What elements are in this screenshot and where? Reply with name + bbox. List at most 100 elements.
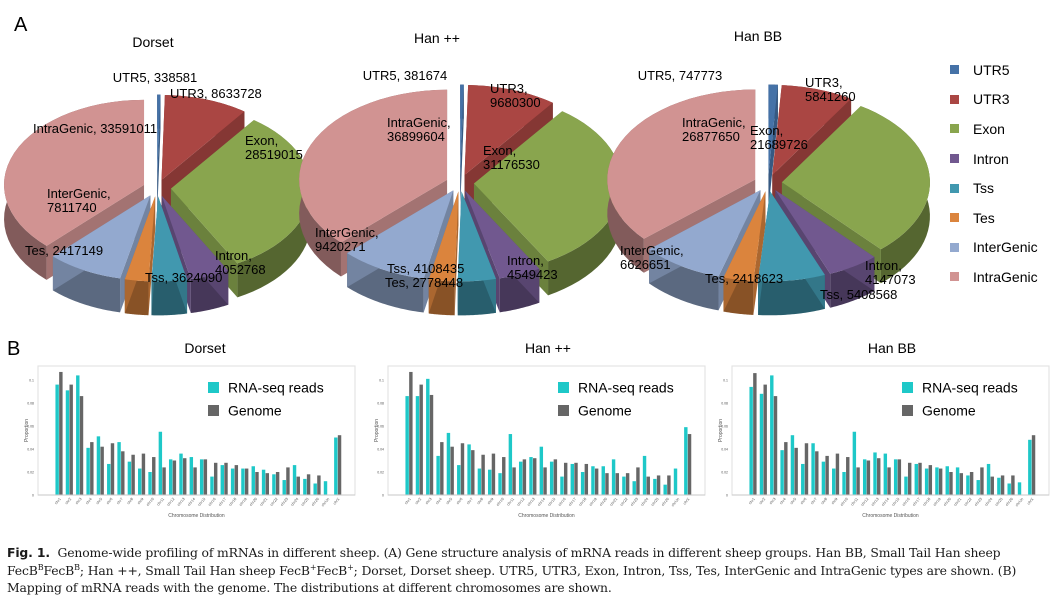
legend-item-tes: Tes [950,203,1038,233]
legend-label: Intron [973,150,1009,167]
legend-label: UTR5 [973,61,1010,78]
x-tick-label: chr17 [912,497,921,507]
x-tick-label: chr3 [425,497,433,505]
bar-genome-chr6 [110,443,115,495]
y-tick-label: 0 [32,494,34,498]
bar-rna-seq-chr13 [179,453,183,495]
bar-rna-seq-chr26 [1007,483,1011,495]
legend-swatch [950,65,959,75]
bar-rna-seq-chr16 [904,476,908,495]
legend-label: Genome [228,403,282,419]
bar-genome-chr19 [244,468,249,495]
x-tick-label: chr11 [506,497,515,507]
bar-rna-seq-chr2 [759,393,764,495]
bar-rna-seq-chr9 [138,468,142,495]
pie-data-label: Tss, 5408568 [820,287,897,302]
bar-rna-seq-chr1 [749,386,753,495]
x-tick-label: chr18 [922,497,931,507]
y-tick-label: 0.06 [27,425,34,429]
bar-rna-seq-chr20 [251,466,255,495]
x-tick-label: chrX [333,497,341,506]
bar-genome-chr12 [866,460,871,495]
y-tick-label: 0 [726,494,728,498]
bar-genome-chr17 [918,462,922,495]
caption-text-1: Genome-wide profiling of mRNAs in differ… [7,545,1001,578]
bar-title-han-plus: Han ++ [525,340,571,356]
bar-genome-chr13 [533,458,537,495]
x-tick-label: chr24 [984,497,993,507]
legend-label: Genome [578,403,632,419]
x-tick-label: chr21 [953,497,962,507]
bar-genome-chr9 [141,453,146,495]
bar-rna-seq-chr18 [924,468,929,495]
x-tick-label: chr5 [445,497,453,505]
bar-genome-chr16 [907,462,912,495]
bar-genome-chr9 [491,453,496,495]
legend-swatch [902,405,913,416]
x-tick-label: chr3 [75,497,83,505]
bar-rna-seq-chr7 [117,442,121,495]
pie-data-label: Tes, 2778448 [385,275,463,290]
bar-genome-chr20 [605,473,609,495]
x-tick-label: chrUn [1015,497,1025,507]
bar-genome-chr23 [636,467,640,495]
bar-rna-seq-chr1 [405,396,409,495]
bar-genome-chr10 [846,457,850,495]
x-tick-label: chr23 [280,497,289,507]
x-tick-label: chr15 [197,497,206,507]
bar-rna-seq-chrUn [673,468,678,495]
legend-label: InterGenic [973,239,1038,256]
bar-rna-seq-chr14 [539,446,544,495]
pie-data-label: Exon, 28519015 [245,133,303,162]
x-tick-label: chrX [683,497,691,506]
legend-label: RNA-seq reads [922,380,1018,396]
pie-data-label: Exon, 31176530 [483,143,540,172]
x-tick-label: chr4 [779,497,787,505]
x-tick-label: chr7 [466,497,474,505]
bar-rna-seq-chr7 [811,443,815,495]
bar-genome-chrX [687,434,692,495]
pie-slice-tes [723,191,766,315]
bar-genome-chr9 [835,453,840,495]
bar-genome-chr15 [897,459,902,495]
y-tick-label: 0.04 [27,448,34,452]
bar-genome-chr18 [928,465,933,495]
x-tick-label: chr10 [496,497,505,507]
x-tick-label: chr13 [871,497,880,507]
bar-rna-seq-chr15 [199,459,204,495]
x-tick-label: chr10 [840,497,849,507]
bar-genome-chr5 [794,447,798,495]
legend-label: Tes [973,209,995,226]
bar-genome-chr16 [213,462,218,495]
pie-data-label: Tes, 2418623 [705,271,783,286]
x-tick-label: chr25 [994,497,1003,507]
pie-title-dorset: Dorset [132,34,174,50]
x-tick-label: chr21 [259,497,268,507]
bar-genome-chr8 [131,454,135,495]
bar-genome-chr6 [804,443,809,495]
bar-genome-chr21 [265,473,270,495]
bar-genome-chr5 [100,446,104,495]
caption-sup: B [37,562,44,572]
x-tick-label: chr18 [228,497,237,507]
legend-item-utr3: UTR3 [950,85,1038,115]
bar-rna-seq-chr12 [168,459,173,495]
y-axis-label: Proportion [374,419,380,442]
y-tick-label: 0.08 [27,402,34,406]
x-axis-label: Chromosome Distribution [862,513,919,519]
bar-rna-seq-chr11 [158,431,163,495]
bar-rna-seq-chr25 [303,478,307,495]
pie-data-label: InterGenic, 7811740 [47,186,111,215]
x-tick-label: chr9 [487,497,495,505]
legend-label: IntraGenic [973,268,1038,285]
x-tick-label: chr5 [789,497,797,505]
bar-rna-seq-chr18 [230,468,235,495]
bar-rna-seq-chrX [684,427,688,495]
x-tick-label: chr24 [640,497,649,507]
y-axis-label: Proportion [718,419,724,442]
x-tick-label: chr26 [661,497,670,507]
pie-data-label: IntraGenic, 36899604 [387,115,451,144]
pie-slice-tss [151,196,188,316]
x-tick-label: chrUn [671,497,681,507]
bar-rna-seq-chr12 [862,459,867,495]
